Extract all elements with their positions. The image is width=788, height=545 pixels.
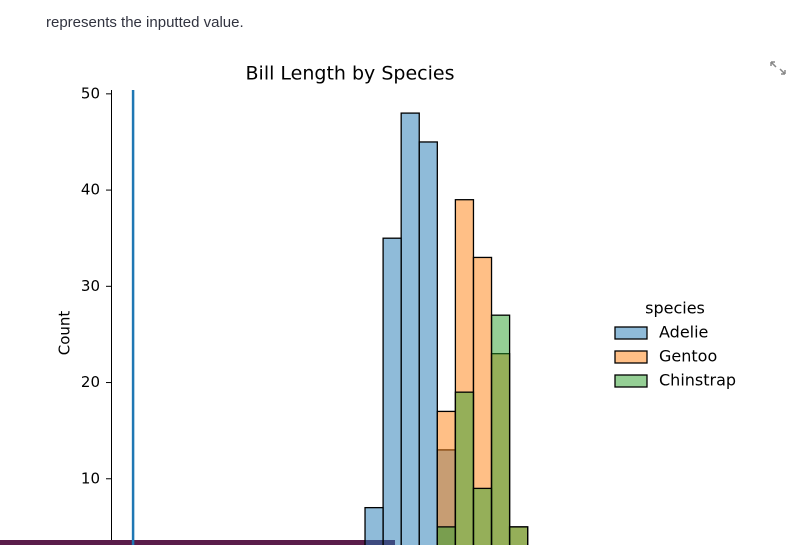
y-tick-label: 20 bbox=[81, 373, 100, 391]
legend-label: Gentoo bbox=[659, 347, 717, 366]
y-tick-label: 40 bbox=[81, 181, 100, 199]
bar bbox=[490, 314, 511, 545]
y-tick-label: 30 bbox=[81, 277, 100, 295]
bar bbox=[472, 487, 493, 545]
bar bbox=[436, 410, 457, 545]
intro-text: represents the inputted value. bbox=[46, 14, 244, 31]
bar bbox=[382, 237, 402, 545]
y-tick-label: 10 bbox=[81, 469, 100, 487]
bar bbox=[436, 526, 457, 545]
legend-title: species bbox=[645, 299, 705, 318]
y-tick-label: 50 bbox=[81, 84, 100, 102]
legend-label: Chinstrap bbox=[659, 371, 736, 390]
bar bbox=[508, 526, 529, 545]
bar bbox=[418, 141, 438, 545]
legend-swatch bbox=[614, 326, 648, 340]
legend-label: Adelie bbox=[659, 323, 708, 342]
legend-swatch bbox=[614, 374, 648, 388]
bar bbox=[364, 506, 384, 545]
bar bbox=[454, 391, 475, 545]
chart-title: Bill Length by Species bbox=[246, 63, 455, 85]
bar bbox=[400, 112, 420, 545]
legend-swatch bbox=[614, 350, 648, 364]
bottom-bar bbox=[0, 540, 395, 545]
y-axis-label: Count bbox=[56, 311, 74, 356]
expand-icon[interactable] bbox=[770, 61, 786, 75]
